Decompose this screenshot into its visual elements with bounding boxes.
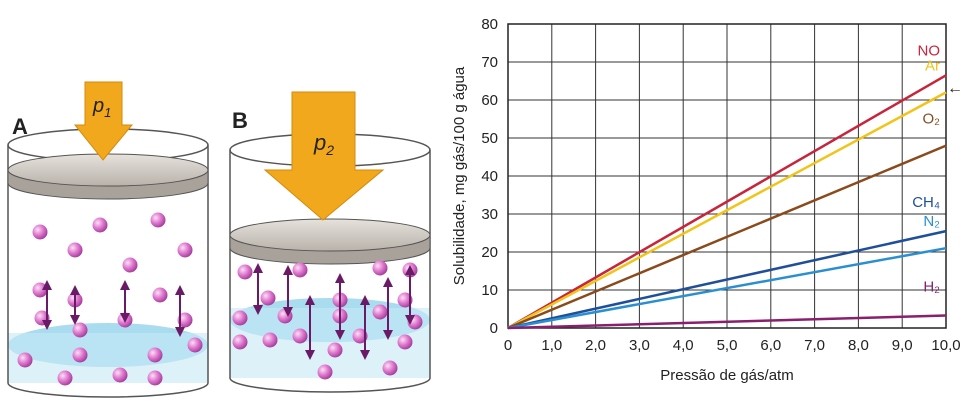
- pressure-label: p1: [92, 95, 111, 120]
- series-label: NO: [918, 42, 941, 59]
- molecule: [32, 224, 48, 240]
- molecule: [237, 264, 253, 280]
- plot-frame: [507, 23, 947, 329]
- molecule: [92, 217, 108, 233]
- y-tick-label: 50: [481, 130, 498, 147]
- molecule: [262, 332, 278, 348]
- molecule: [277, 308, 293, 324]
- y-tick-label: 40: [481, 168, 498, 185]
- series-label: H₂: [923, 278, 940, 295]
- x-tick-label: 8,0: [848, 337, 869, 354]
- molecule: [232, 334, 248, 350]
- molecule: [152, 287, 168, 303]
- molecule: [177, 242, 193, 258]
- x-tick-label: 3,0: [629, 337, 650, 354]
- water: [8, 333, 208, 383]
- x-tick-label: 7,0: [804, 337, 825, 354]
- panel-label: A: [12, 114, 28, 139]
- x-tick-label: 10,0: [931, 337, 960, 354]
- y-tick-label: 70: [481, 54, 498, 71]
- molecule: [327, 342, 343, 358]
- molecule: [187, 337, 203, 353]
- molecule: [317, 364, 333, 380]
- y-tick-label: 80: [481, 16, 498, 33]
- molecule: [57, 370, 73, 386]
- series-line: [507, 91, 947, 330]
- molecule: [150, 212, 166, 228]
- series-line: [507, 314, 947, 330]
- molecule: [382, 360, 398, 376]
- panel-label: B: [232, 108, 248, 133]
- molecule: [122, 257, 138, 273]
- molecule: [72, 322, 88, 338]
- pressure-arrow: [263, 91, 385, 221]
- subscript: 1: [104, 105, 111, 120]
- molecule: [112, 367, 128, 383]
- illustration: A p1 B p2 ←: [7, 80, 963, 398]
- series-line: [507, 229, 947, 330]
- piston-top: [7, 153, 209, 187]
- pointer-arrow: ←: [947, 80, 963, 97]
- molecule: [292, 328, 308, 344]
- y-tick-label: 30: [481, 206, 498, 223]
- series-label: N₂: [923, 213, 940, 230]
- series-label: O₂: [923, 111, 941, 128]
- molecule: [397, 334, 413, 350]
- pressure-label: p2: [313, 130, 334, 158]
- molecule: [67, 242, 83, 258]
- symbol: p: [92, 95, 104, 117]
- x-tick-label: 6,0: [760, 337, 781, 354]
- molecule: [372, 260, 388, 276]
- x-axis-label: Pressão de gás/atm: [660, 367, 793, 384]
- molecule: [147, 370, 163, 386]
- y-tick-label: 20: [481, 244, 498, 261]
- molecule: [292, 262, 308, 278]
- symbol: p: [313, 130, 326, 155]
- molecule: [32, 282, 48, 298]
- molecule: [147, 347, 163, 363]
- y-tick-label: 10: [481, 282, 498, 299]
- x-tick-label: 5,0: [717, 337, 738, 354]
- y-axis-label: Solubilidade, mg gás/100 g água: [451, 66, 468, 285]
- x-tick-label: 4,0: [673, 337, 694, 354]
- x-tick-label: 1,0: [541, 337, 562, 354]
- y-tick-label: 0: [490, 320, 498, 337]
- piston-top: [229, 218, 431, 252]
- pressure-arrow: [73, 81, 134, 161]
- molecule: [17, 352, 33, 368]
- molecule: [372, 304, 388, 320]
- subscript: 2: [325, 142, 334, 158]
- x-tick-label: 0: [504, 337, 512, 354]
- x-tick-label: 2,0: [585, 337, 606, 354]
- beaker: [7, 145, 209, 398]
- molecule: [260, 290, 276, 306]
- molecule: [232, 310, 248, 326]
- series-line: [507, 246, 947, 330]
- series-line: [507, 74, 947, 330]
- series-label: CH₄: [912, 194, 940, 211]
- x-tick-label: 9,0: [892, 337, 913, 354]
- series-label: Ar: [925, 57, 940, 74]
- molecule: [72, 347, 88, 363]
- y-tick-label: 60: [481, 92, 498, 109]
- beaker: [229, 150, 431, 393]
- series-line: [507, 144, 947, 330]
